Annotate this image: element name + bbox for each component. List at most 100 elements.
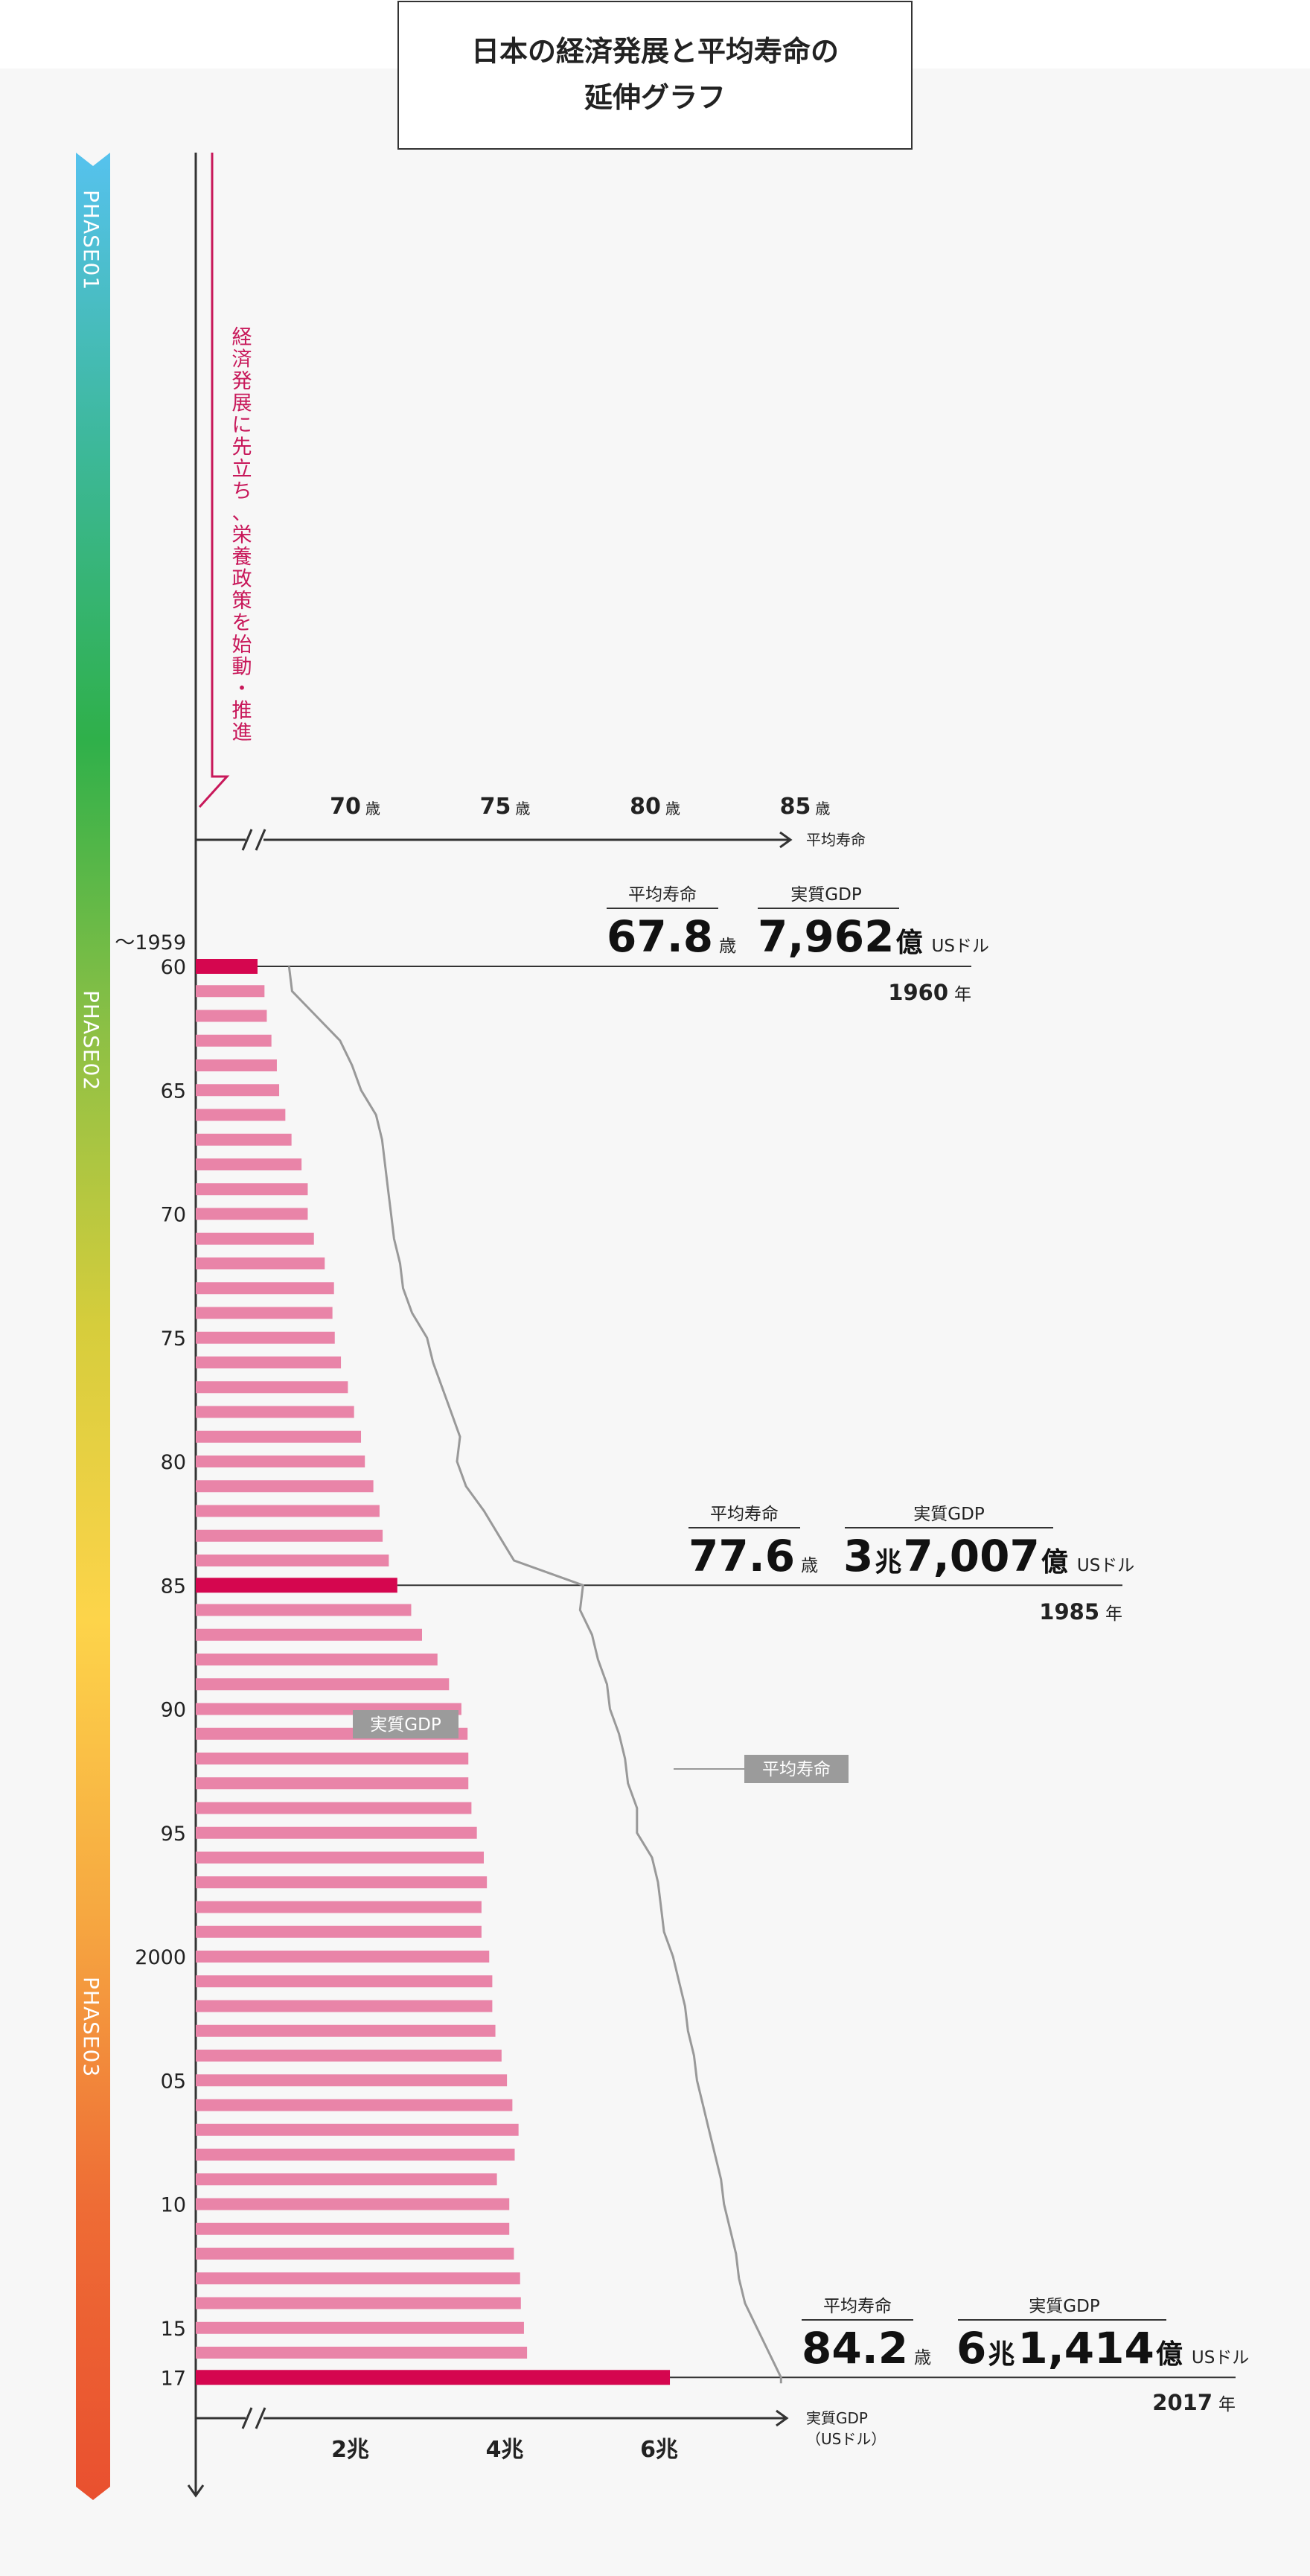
gdp-bar [196,1158,302,1170]
gdp-bar [196,1059,277,1071]
note-char: に [232,414,252,437]
ann-2017-gdp: 6兆1,414億 USドル [956,2323,1249,2373]
year-tick-label: 65 [161,1080,186,1103]
gdp-bar [196,2099,513,2111]
ann-1960-year: 1960 年 [888,980,971,1005]
note-char: 推 [232,700,252,723]
life-axis-arrow-icon [779,831,793,849]
gdp-bar [196,1876,488,1889]
ann-1960-gdp-value: 7,962 [758,911,894,962]
gdp-axis-arrow-icon [776,2409,789,2427]
ann-1985-currency: USドル [1077,1556,1134,1575]
note-char: 政 [232,568,252,591]
gdp-bar [196,2123,519,2136]
ann-1985-gdp-value2: 7,007 [903,1531,1039,1581]
gdp-bar [196,2074,508,2087]
gdp-bar [196,1802,472,1814]
ann-1985-life-head: 平均寿命 [710,1505,779,1524]
gdp-axis-ticks: 2兆 4兆 6兆 [331,2437,678,2463]
year-labels: 60〜1959 65 70 75 80 85 90 95 2000 05 10 15 17 [115,931,186,2390]
note-char: 動 [232,656,252,679]
phase-label-3: PHASE03 [79,1977,103,2077]
life-series-tag [744,1755,849,1783]
gdp-series-tag [353,1710,458,1738]
note-bracket [198,153,230,809]
gdp-tick-label: 6兆 [640,2437,678,2463]
ann-1960-life-head: 平均寿命 [628,885,697,905]
gdp-bar [196,1381,348,1394]
note-char: 、 [232,502,252,525]
ann-2017-life: 84.2 歳 [802,2323,931,2373]
gdp-bar-highlight [196,2370,671,2385]
year-tick-label: 85 [161,1575,186,1598]
gdp-bar-highlight [196,959,258,974]
phase-bar-notch [76,153,110,166]
gdp-bar [196,1331,335,1344]
gdp-bar [196,1901,482,1913]
ann-1985-gdp-head: 実質GDP [913,1505,985,1524]
ann-1960-gdp-unit: 億 [895,928,922,958]
phase-label-1: PHASE01 [79,190,103,290]
chart-title-line1: 日本の経済発展と平均寿命の [471,35,839,68]
gdp-bar [196,1456,365,1467]
ann-2017-life-unit: 歳 [914,2348,931,2368]
title-box [397,1,913,150]
gdp-bar [196,1183,308,1196]
note-char: 経 [232,326,252,349]
ann-2017-year: 2017 年 [1152,2390,1236,2415]
gdp-bar [196,1480,374,1493]
gdp-bar [196,1232,314,1245]
life-tick-label: 80 歳 [630,794,680,820]
ann-2017-life-head: 平均寿命 [823,2297,892,2316]
ann-2017-currency: USドル [1192,2348,1249,2368]
gdp-axis-label-line2: （USドル） [806,2430,886,2448]
note-char: 養 [232,546,252,569]
annotation-2017: 平均寿命 84.2 歳 実質GDP 6兆1,414億 USドル 2017 年 [802,2297,1249,2415]
year-tick-label: 75 [161,1327,186,1351]
ann-1960-gdp: 7,962億 USドル [758,911,989,962]
gdp-bar [196,2000,493,2012]
ann-1960-year-unit: 年 [954,985,971,1004]
gdp-bars [196,959,671,2385]
ann-2017-gdp-value1: 6 [956,2323,986,2373]
note-char: ・ [232,678,252,701]
chart-title-line2: 延伸グラフ [584,81,726,114]
ann-1985-life: 77.6 歳 [688,1531,818,1581]
ann-2017-year-value: 2017 [1152,2390,1212,2415]
life-tick-label: 75 歳 [480,794,531,820]
annotation-1985: 平均寿命 77.6 歳 実質GDP 3兆7,007億 USドル 1985 年 [688,1505,1134,1625]
gdp-axis-label-line1: 実質GDP [806,2409,868,2427]
gdp-bar [196,1628,422,1641]
year-tick-label: 17 [161,2367,186,2390]
ann-2017-year-unit: 年 [1218,2395,1236,2414]
gdp-bar [196,2222,510,2235]
life-axis-label: 平均寿命 [806,831,866,849]
gdp-bar [196,1208,308,1220]
ann-2017-gdp-value2: 1,414 [1017,2323,1154,2373]
gdp-bar [196,1654,438,1665]
gdp-tick-label: 4兆 [486,2437,524,2463]
ann-2017-gdp-unit2: 億 [1156,2339,1183,2370]
gdp-series-tag-text: 実質GDP [370,1715,441,1735]
gdp-bar [196,1133,292,1146]
annotation-1960: 平均寿命 67.8 歳 実質GDP 7,962億 USドル 1960 年 [607,885,989,1005]
gdp-bar [196,1529,383,1542]
year-tick-label: 60 [161,956,186,979]
ann-1985-gdp: 3兆7,007億 USドル [843,1531,1134,1581]
gdp-bar [196,1826,477,1839]
gdp-tick-label: 2兆 [331,2437,369,2463]
annotation-leader-lines [258,966,1236,2379]
gdp-bar [196,1555,389,1566]
year-tick-label: 90 [161,1699,186,1722]
gdp-bar [196,1852,484,1864]
gdp-bar [196,1282,334,1295]
life-expectancy-line [287,966,782,2384]
gdp-bar [196,2149,515,2161]
phase-label-2: PHASE02 [79,990,103,1091]
gdp-bar [196,1753,469,1764]
ann-1985-gdp-unit1: 兆 [875,1547,901,1578]
gdp-bar [196,1604,412,1616]
gdp-bar [196,2272,520,2285]
note-char: 立 [232,458,252,481]
